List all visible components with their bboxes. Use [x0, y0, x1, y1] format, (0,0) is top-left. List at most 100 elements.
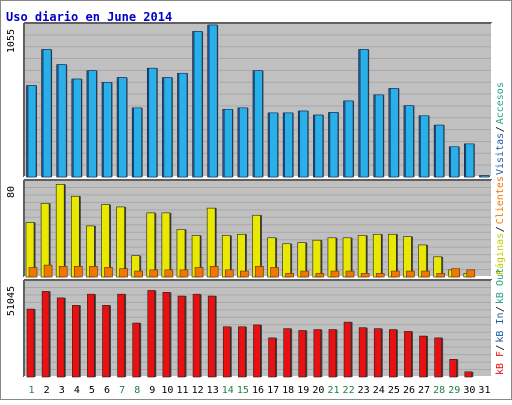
bar-accesos	[72, 78, 82, 178]
bar-kb-f	[253, 324, 261, 378]
bar-accesos	[42, 49, 52, 178]
bar-clientes	[58, 266, 68, 278]
bar-accesos	[239, 107, 248, 178]
x-tick-label: 16	[252, 385, 264, 396]
x-tick-label: 4	[74, 385, 80, 396]
bar-accesos	[148, 67, 158, 178]
bar-accesos	[299, 110, 309, 178]
y-max-label-3: 51045	[6, 286, 17, 316]
x-tick-label: 2	[44, 385, 50, 396]
right-label-1-1: Visitas	[495, 133, 506, 175]
bar-clientes	[240, 270, 249, 278]
bar-clientes	[421, 270, 430, 278]
bar-kb-f	[389, 329, 397, 378]
bar-kb-f	[222, 326, 231, 378]
bar-kb-f	[177, 295, 186, 378]
bar-accesos	[193, 31, 203, 178]
bar-kb-f	[343, 321, 352, 378]
bar-accesos	[57, 64, 67, 178]
bar-kb-f	[41, 291, 50, 378]
bar-kb-f	[162, 292, 171, 378]
bar-clientes	[345, 270, 355, 278]
bar-clientes	[104, 267, 113, 278]
bar-kb-f	[464, 371, 473, 378]
bar-kb-f	[434, 337, 442, 378]
x-tick-label: 8	[134, 385, 140, 396]
bar-accesos	[359, 49, 369, 178]
right-label-separator: /	[495, 226, 506, 232]
bar-kb-f	[449, 359, 458, 378]
bar-clientes	[451, 268, 461, 278]
bar-kb-f	[283, 328, 291, 378]
bar-clientes	[179, 269, 189, 278]
bar-clientes	[73, 266, 83, 278]
bar-accesos	[420, 115, 429, 178]
bar-accesos	[133, 107, 142, 178]
bar-kb-f	[87, 293, 95, 378]
right-label-2-2: Clientes	[495, 176, 506, 224]
bar-kb-f	[298, 330, 307, 378]
bar-clientes	[330, 270, 340, 278]
x-tick-label: 18	[282, 385, 294, 396]
x-tick-label: 5	[89, 385, 95, 396]
x-tick-label: 28	[433, 385, 445, 396]
bar-clientes	[119, 268, 128, 278]
bar-kb-f	[313, 329, 322, 378]
right-label-2-1: Páginas	[494, 233, 506, 275]
bar-clientes	[149, 269, 159, 278]
bar-clientes	[43, 264, 53, 278]
bar-clientes	[194, 267, 204, 278]
bar-clientes	[209, 266, 219, 278]
bar-kb-f	[102, 305, 110, 378]
bar-accesos	[329, 112, 339, 178]
bar-paginas	[161, 212, 171, 278]
bar-clientes	[285, 273, 294, 278]
bar-accesos	[374, 94, 384, 178]
bar-paginas	[237, 233, 246, 278]
bar-clientes	[391, 270, 400, 278]
bar-paginas	[282, 243, 291, 278]
bar-kb-f	[117, 293, 125, 378]
bar-accesos	[178, 72, 188, 178]
x-tick-label: 24	[373, 385, 385, 396]
bar-kb-f	[328, 329, 337, 378]
bar-kb-f	[268, 337, 276, 378]
bar-clientes	[436, 273, 445, 278]
bar-accesos	[390, 88, 399, 178]
x-tick-label: 20	[312, 385, 324, 396]
bar-clientes	[270, 267, 279, 278]
bar-kb-f	[419, 335, 427, 378]
x-tick-label: 14	[222, 385, 234, 396]
x-tick-label: 17	[267, 385, 279, 396]
right-label-3-1: kB F	[495, 351, 506, 375]
x-tick-label: 12	[192, 385, 204, 396]
y-max-label-2: 80	[6, 186, 17, 198]
bar-clientes	[315, 273, 325, 278]
x-tick-label: 15	[237, 385, 249, 396]
bar-kb-f	[404, 331, 412, 378]
bar-accesos	[208, 24, 218, 178]
bar-accesos	[254, 70, 263, 178]
bar-paginas	[372, 233, 382, 278]
bar-accesos	[163, 77, 173, 178]
bar-accesos	[480, 175, 490, 178]
bar-clientes	[360, 273, 370, 278]
x-tick-label: 7	[119, 385, 125, 396]
bar-clientes	[375, 273, 385, 278]
bar-clientes	[89, 266, 98, 278]
bar-clientes	[224, 269, 234, 278]
bar-paginas	[357, 235, 367, 278]
x-tick-label: 6	[104, 385, 110, 396]
bar-paginas	[116, 206, 125, 278]
x-tick-label: 30	[463, 385, 475, 396]
bar-accesos	[269, 112, 278, 178]
bar-accesos	[284, 112, 293, 178]
y-max-label-1: 1055	[6, 29, 17, 53]
x-tick-label: 11	[176, 385, 188, 396]
right-label-separator: /	[495, 306, 506, 312]
bar-accesos	[118, 77, 127, 178]
bar-accesos	[405, 105, 414, 178]
bar-accesos	[88, 70, 97, 178]
